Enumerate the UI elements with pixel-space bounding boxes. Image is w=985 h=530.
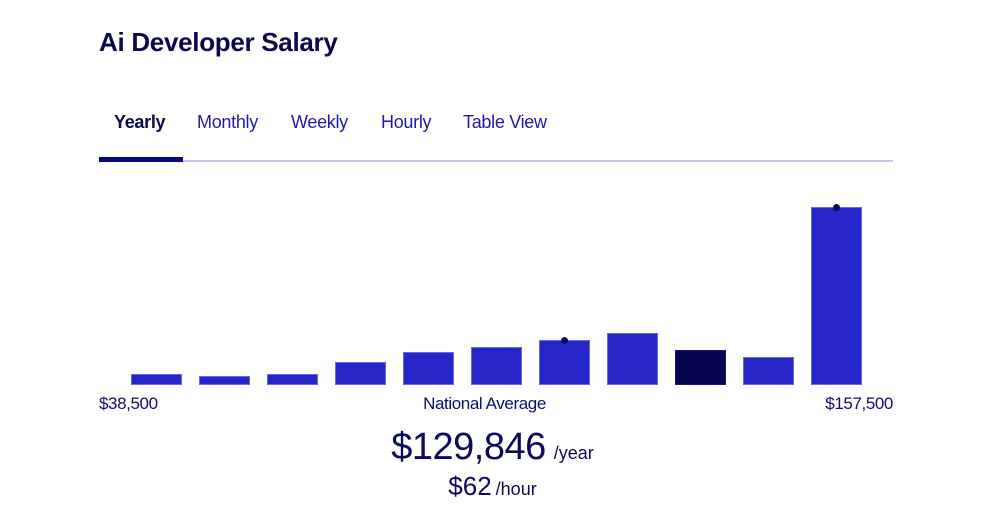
salary-bar[interactable] bbox=[811, 204, 862, 385]
max-salary-label: $157,500 bbox=[825, 394, 893, 413]
salary-bar[interactable] bbox=[403, 352, 454, 385]
salary-bar[interactable] bbox=[131, 374, 182, 385]
salary-bar[interactable] bbox=[743, 357, 794, 385]
hourly-average: $62/hour bbox=[0, 471, 985, 502]
page-title: Ai Developer Salary bbox=[99, 27, 338, 57]
period-tabs: Yearly Monthly Weekly Hourly Table View bbox=[99, 112, 893, 162]
salary-bar[interactable] bbox=[675, 350, 726, 385]
salary-bar[interactable] bbox=[471, 347, 522, 385]
tab-weekly[interactable]: Weekly bbox=[291, 112, 348, 132]
min-salary-label: $38,500 bbox=[99, 394, 158, 413]
salary-bar[interactable] bbox=[199, 376, 250, 385]
tab-divider bbox=[99, 160, 893, 162]
salary-histogram bbox=[99, 170, 893, 385]
yearly-average-value: $129,846 bbox=[391, 426, 546, 468]
yearly-unit: /year bbox=[553, 443, 594, 463]
marker-dot-icon bbox=[833, 204, 840, 211]
salary-bar[interactable] bbox=[539, 337, 590, 385]
yearly-average: $129,846/year bbox=[0, 426, 985, 469]
tab-yearly[interactable]: Yearly bbox=[114, 112, 166, 132]
active-tab-indicator bbox=[99, 157, 183, 162]
salary-bar[interactable] bbox=[267, 374, 318, 385]
hourly-average-value: $62 bbox=[448, 471, 492, 501]
salary-bar[interactable] bbox=[607, 333, 658, 385]
tab-table-view[interactable]: Table View bbox=[463, 112, 547, 132]
tab-hourly[interactable]: Hourly bbox=[381, 112, 432, 132]
salary-bar[interactable] bbox=[335, 362, 386, 385]
tab-monthly[interactable]: Monthly bbox=[197, 112, 258, 132]
marker-dot-icon bbox=[561, 337, 568, 344]
national-average-label: National Average bbox=[423, 394, 546, 413]
hourly-unit: /hour bbox=[495, 479, 537, 499]
